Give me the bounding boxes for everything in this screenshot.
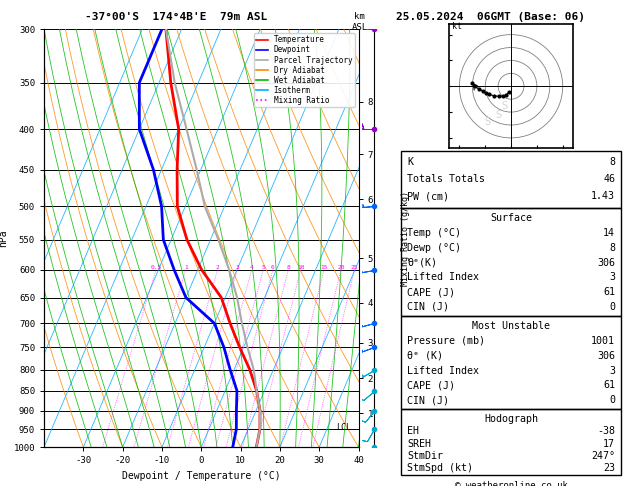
Text: Lifted Index: Lifted Index	[407, 272, 479, 282]
Text: Totals Totals: Totals Totals	[407, 174, 485, 184]
Text: θᵉ (K): θᵉ (K)	[407, 351, 443, 361]
Text: Pressure (mb): Pressure (mb)	[407, 336, 485, 346]
Text: 3: 3	[235, 265, 239, 270]
Text: km
ASL: km ASL	[352, 12, 368, 32]
Text: 306: 306	[597, 351, 615, 361]
Text: 3: 3	[609, 272, 615, 282]
Text: © weatheronline.co.uk: © weatheronline.co.uk	[455, 481, 567, 486]
Text: S: S	[501, 101, 508, 111]
Text: LCL: LCL	[336, 423, 351, 432]
Text: PW (cm): PW (cm)	[407, 191, 449, 202]
Text: 14: 14	[603, 228, 615, 238]
Text: 8: 8	[609, 157, 615, 167]
Text: Most Unstable: Most Unstable	[472, 321, 550, 331]
Text: EH: EH	[407, 426, 419, 436]
X-axis label: Dewpoint / Temperature (°C): Dewpoint / Temperature (°C)	[122, 471, 281, 481]
Text: 8: 8	[287, 265, 291, 270]
Text: Lifted Index: Lifted Index	[407, 365, 479, 376]
Text: 4: 4	[250, 265, 253, 270]
Text: 0: 0	[609, 395, 615, 405]
Text: CAPE (J): CAPE (J)	[407, 381, 455, 390]
Text: Temp (°C): Temp (°C)	[407, 228, 461, 238]
Text: S: S	[495, 110, 501, 120]
Text: CIN (J): CIN (J)	[407, 395, 449, 405]
Y-axis label: hPa: hPa	[0, 229, 8, 247]
Text: 23: 23	[603, 464, 615, 473]
Text: 25: 25	[351, 265, 358, 270]
Text: 1.43: 1.43	[591, 191, 615, 202]
Text: 61: 61	[603, 287, 615, 297]
Text: K: K	[407, 157, 413, 167]
Text: 5: 5	[262, 265, 265, 270]
Text: 25.05.2024  06GMT (Base: 06): 25.05.2024 06GMT (Base: 06)	[396, 12, 585, 22]
Text: 1001: 1001	[591, 336, 615, 346]
Text: -38: -38	[597, 426, 615, 436]
Text: 306: 306	[597, 258, 615, 267]
Text: 10: 10	[297, 265, 304, 270]
Text: StmDir: StmDir	[407, 451, 443, 461]
Legend: Temperature, Dewpoint, Parcel Trajectory, Dry Adiabat, Wet Adiabat, Isotherm, Mi: Temperature, Dewpoint, Parcel Trajectory…	[254, 33, 355, 107]
Text: 1: 1	[184, 265, 187, 270]
Text: StmSpd (kt): StmSpd (kt)	[407, 464, 473, 473]
Text: Hodograph: Hodograph	[484, 414, 538, 424]
Text: 0.5: 0.5	[150, 265, 162, 270]
Text: 0: 0	[609, 302, 615, 312]
Text: Dewp (°C): Dewp (°C)	[407, 243, 461, 253]
Text: 20: 20	[337, 265, 345, 270]
Text: 247°: 247°	[591, 451, 615, 461]
Text: S: S	[485, 118, 491, 127]
Text: 15: 15	[320, 265, 328, 270]
Text: Surface: Surface	[490, 213, 532, 223]
Text: -37°00'S  174°4B'E  79m ASL: -37°00'S 174°4B'E 79m ASL	[85, 12, 267, 22]
Text: Mixing Ratio (g/kg): Mixing Ratio (g/kg)	[401, 191, 410, 286]
Text: 3: 3	[609, 365, 615, 376]
Text: CIN (J): CIN (J)	[407, 302, 449, 312]
Text: 61: 61	[603, 381, 615, 390]
Text: CAPE (J): CAPE (J)	[407, 287, 455, 297]
Text: kt: kt	[452, 22, 462, 32]
Text: θᵉ(K): θᵉ(K)	[407, 258, 437, 267]
Text: 17: 17	[603, 438, 615, 449]
Text: 2: 2	[216, 265, 220, 270]
Text: 46: 46	[603, 174, 615, 184]
Text: 6: 6	[271, 265, 275, 270]
Text: 8: 8	[609, 243, 615, 253]
Text: SREH: SREH	[407, 438, 431, 449]
